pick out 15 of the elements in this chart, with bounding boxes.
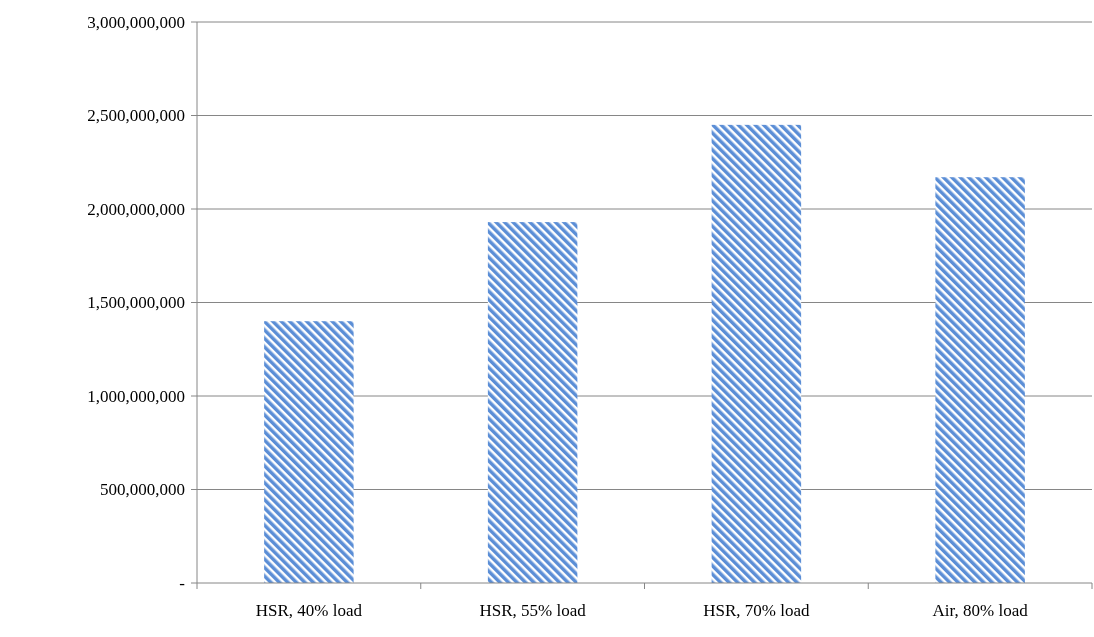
y-tick-label: 1,500,000,000 bbox=[87, 293, 185, 313]
x-tick-label: HSR, 40% load bbox=[255, 601, 363, 620]
y-tick-label: 1,000,000,000 bbox=[87, 386, 185, 406]
bar bbox=[711, 124, 802, 583]
bar bbox=[487, 222, 578, 583]
y-tick-label: 500,000,000 bbox=[100, 480, 185, 500]
x-tick-label: HSR, 70% load bbox=[703, 601, 810, 620]
y-tick-label: 2,000,000,000 bbox=[87, 199, 185, 219]
y-tick-label: - bbox=[179, 573, 186, 593]
y-tick-label: 2,500,000,000 bbox=[87, 106, 185, 126]
x-tick-label: HSR, 55% load bbox=[479, 601, 587, 620]
bar bbox=[935, 177, 1025, 583]
y-tick-label: 3,000,000,000 bbox=[87, 12, 185, 32]
bar bbox=[264, 321, 354, 583]
x-tick-label: Air, 80% load bbox=[932, 601, 1029, 620]
